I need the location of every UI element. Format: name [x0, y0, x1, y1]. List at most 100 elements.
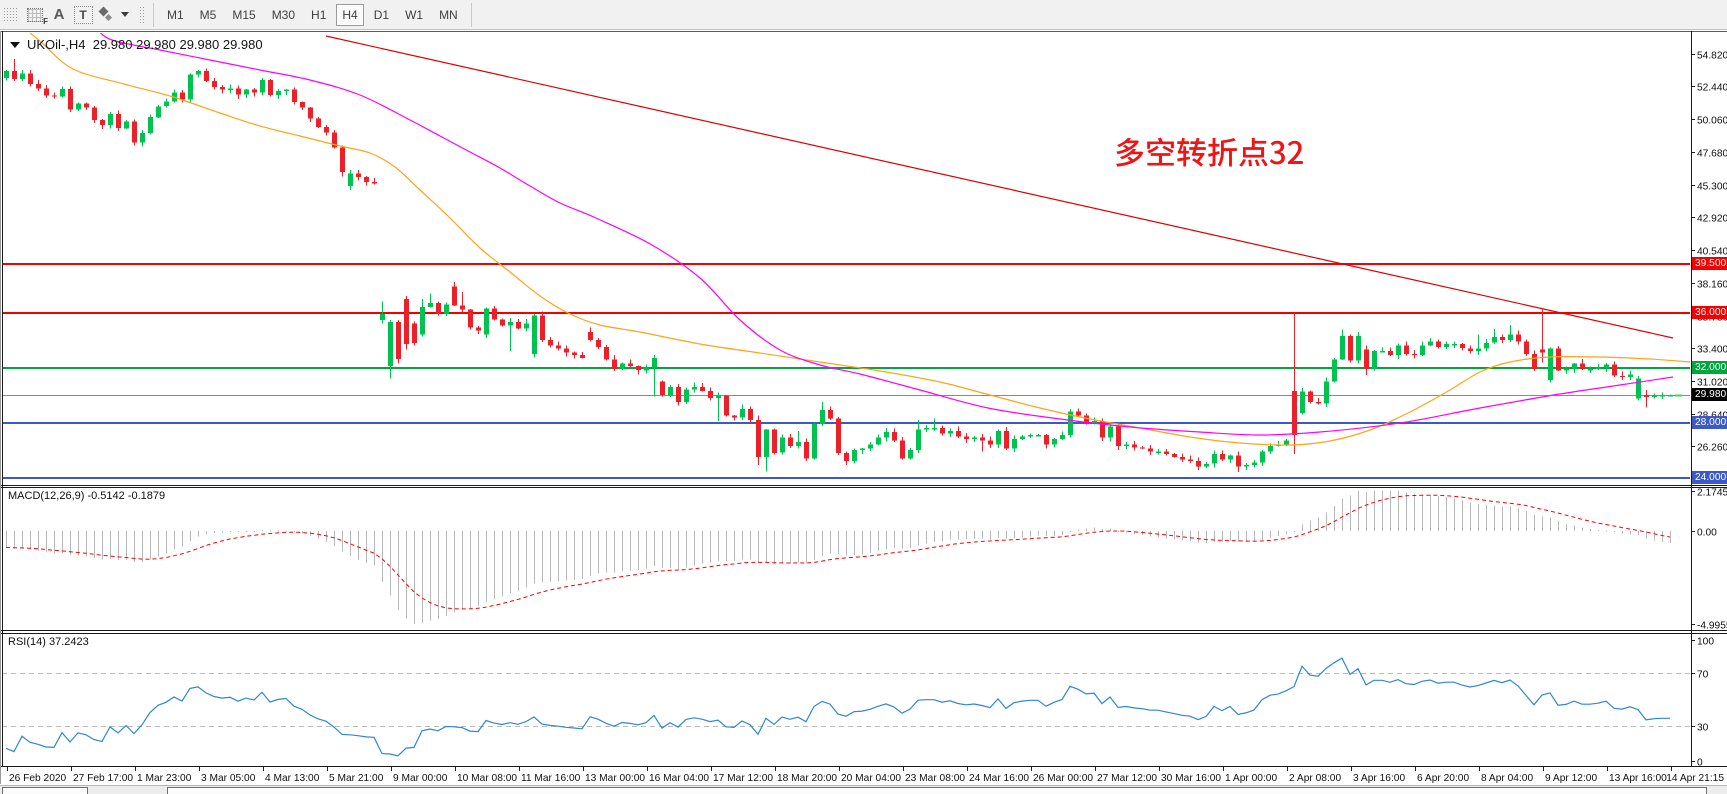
- candle-body: [1124, 444, 1129, 446]
- candle-body: [532, 315, 537, 354]
- candle-body: [1436, 341, 1441, 347]
- candle-wick: [1598, 363, 1599, 371]
- candle-body: [388, 322, 393, 367]
- symbol-ohlc-line: UKOil-,H4 29.980 29.980 29.980 29.980: [10, 37, 263, 52]
- price-tick-label: 40.540: [1697, 247, 1727, 258]
- candle-body: [1612, 364, 1617, 376]
- macd-histogram-bar: [414, 531, 415, 624]
- timeframe-button-m5[interactable]: M5: [199, 7, 217, 22]
- candle-body: [60, 89, 65, 97]
- chart-background: [0, 31, 1727, 784]
- price-label-32.000: 32.000: [1692, 361, 1727, 374]
- candle-body: [364, 177, 369, 182]
- macd-histogram-bar: [1638, 531, 1639, 536]
- candle-body: [1300, 391, 1305, 413]
- timeframe-button-d1[interactable]: D1: [373, 7, 390, 22]
- candle-wick: [1542, 309, 1543, 363]
- candle-body: [492, 308, 497, 320]
- chart-canvas[interactable]: 54.820 52.440 50.060 47.680 45.300 42.920 40.5…: [0, 31, 1727, 784]
- candle-body: [1388, 351, 1393, 356]
- time-label: 27 Mar 12:00: [1097, 773, 1157, 784]
- macd-histogram-bar: [1502, 506, 1503, 531]
- macd-histogram-bar: [326, 531, 327, 542]
- macd-histogram-bar: [1262, 531, 1263, 540]
- grid-icon: F: [27, 7, 48, 26]
- chart-tab[interactable]: [167, 787, 1707, 794]
- macd-histogram-bar: [1054, 531, 1055, 536]
- candle-body: [1548, 348, 1553, 380]
- macd-histogram-bar: [1110, 528, 1111, 531]
- chevron-down-icon[interactable]: [121, 12, 129, 17]
- timeframe-button-mn[interactable]: MN: [439, 7, 458, 22]
- timeframe-button-m15[interactable]: M15: [232, 7, 256, 22]
- candle-body: [548, 340, 553, 346]
- candle-body: [1108, 426, 1113, 438]
- macd-histogram-bar: [582, 531, 583, 580]
- macd-histogram-bar: [358, 531, 359, 560]
- candle-body: [932, 428, 937, 430]
- macd-histogram-bar: [1182, 531, 1183, 541]
- candle-body: [1628, 374, 1633, 378]
- timeframe-button-h1[interactable]: H1: [311, 7, 327, 22]
- candle-wick: [1510, 324, 1511, 343]
- candle-body: [404, 298, 409, 345]
- macd-histogram-bar: [278, 530, 279, 532]
- macd-histogram-bar: [1542, 516, 1543, 531]
- macd-histogram-bar: [1646, 531, 1647, 539]
- macd-histogram-bar: [766, 531, 767, 563]
- timeframe-button-m1[interactable]: M1: [167, 7, 184, 22]
- candle-body: [1452, 344, 1457, 346]
- candle-body: [724, 395, 729, 416]
- macd-histogram-bar: [678, 531, 679, 570]
- candle-wick: [1646, 390, 1647, 408]
- macd-axis-label: 0.00: [1697, 528, 1717, 539]
- macd-histogram-bar: [1006, 531, 1007, 539]
- time-label: 2 Apr 08:00: [1289, 773, 1341, 784]
- candle-body: [268, 80, 273, 96]
- macd-histogram-bar: [1046, 531, 1047, 537]
- crosshair-grid-button[interactable]: F: [25, 4, 48, 26]
- candle-body: [764, 429, 769, 457]
- symbol-dropdown-icon[interactable]: [10, 42, 20, 48]
- candle-body: [412, 323, 417, 343]
- macd-histogram-bar: [38, 531, 39, 551]
- descending-trendline[interactable]: [325, 35, 1674, 339]
- candle-body: [916, 429, 921, 450]
- timeframe-button-h4[interactable]: H4: [336, 3, 364, 26]
- candle-body: [1076, 411, 1081, 416]
- timeframe-button-w1[interactable]: W1: [405, 7, 424, 22]
- macd-histogram-bar: [966, 531, 967, 540]
- candle-body: [1364, 349, 1369, 369]
- candle-wick: [798, 430, 799, 449]
- candle-body: [1332, 359, 1337, 382]
- candle-body: [1356, 335, 1361, 361]
- candle-wick: [1494, 329, 1495, 344]
- candle-body: [1604, 364, 1609, 368]
- insert-text-button[interactable]: A: [49, 4, 69, 26]
- chart-tab[interactable]: [2, 787, 88, 794]
- macd-histogram-bar: [806, 531, 807, 564]
- candle-body: [420, 307, 425, 335]
- toolbar-grip[interactable]: [3, 6, 17, 23]
- macd-histogram-bar: [102, 531, 103, 560]
- candle-body: [604, 346, 609, 360]
- macd-histogram-bar: [174, 531, 175, 549]
- candle-body: [828, 410, 833, 419]
- candle-body: [692, 386, 697, 390]
- candle-body: [956, 430, 961, 437]
- macd-histogram-bar: [870, 531, 871, 554]
- candle-body: [580, 355, 585, 358]
- macd-histogram-bar: [782, 531, 783, 564]
- macd-histogram-bar: [478, 531, 479, 607]
- candle-body: [1348, 335, 1353, 361]
- candle-wick: [382, 301, 383, 324]
- timeframe-button-m30[interactable]: M30: [271, 7, 296, 22]
- macd-histogram-bar: [1238, 531, 1239, 542]
- indicators-button[interactable]: [97, 4, 117, 26]
- macd-histogram-bar: [726, 531, 727, 561]
- macd-histogram-bar: [598, 531, 599, 574]
- candle-body: [1268, 445, 1273, 452]
- text-label-button[interactable]: T: [73, 4, 93, 26]
- toolbar-grip-2[interactable]: [139, 5, 144, 24]
- candle-body: [236, 88, 241, 95]
